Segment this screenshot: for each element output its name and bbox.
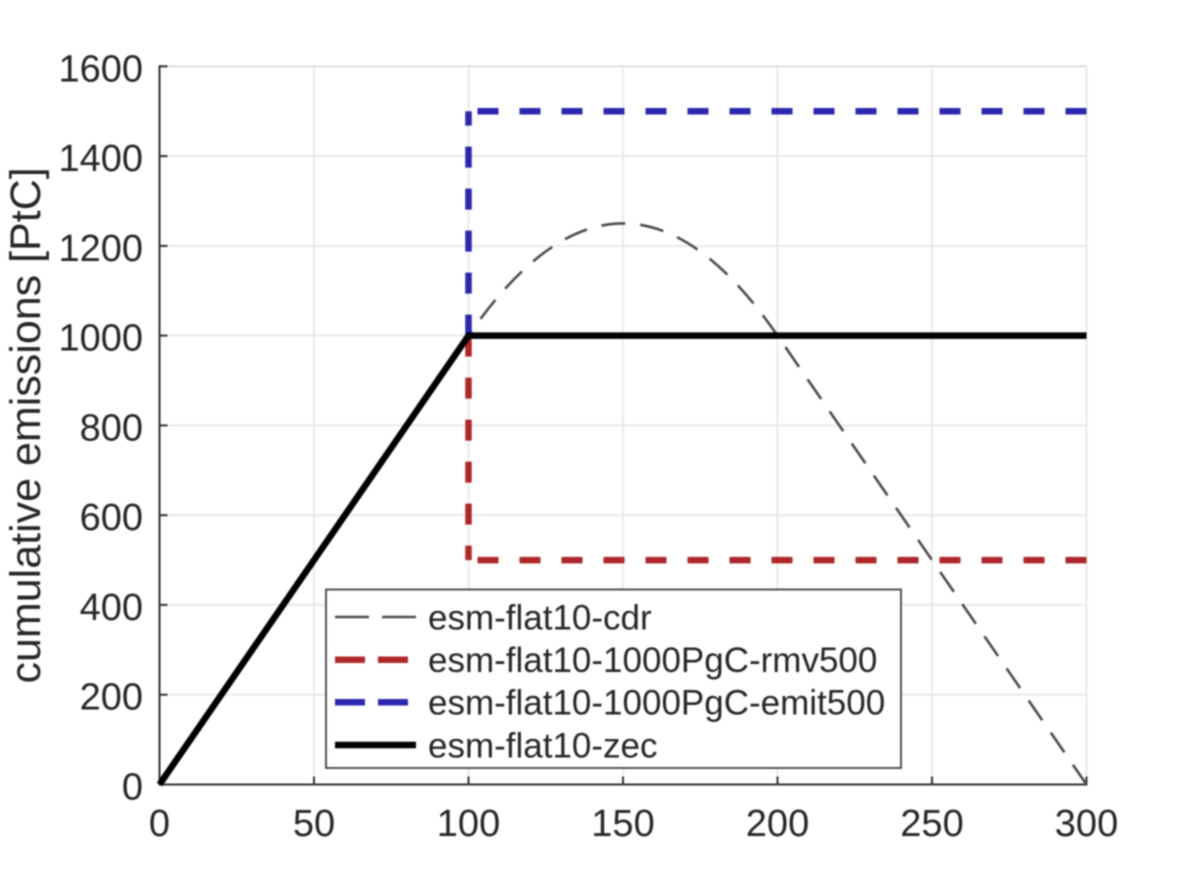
- svg-text:150: 150: [591, 803, 654, 845]
- svg-text:800: 800: [80, 407, 143, 449]
- svg-text:esm-flat10-1000PgC-rmv500: esm-flat10-1000PgC-rmv500: [428, 641, 877, 680]
- svg-text:1400: 1400: [58, 138, 143, 180]
- svg-text:1600: 1600: [58, 48, 143, 90]
- svg-text:esm-flat10-zec: esm-flat10-zec: [428, 726, 658, 765]
- svg-text:0: 0: [122, 767, 143, 809]
- svg-text:100: 100: [437, 803, 500, 845]
- svg-text:400: 400: [80, 587, 143, 629]
- svg-text:1000: 1000: [58, 318, 143, 360]
- svg-text:esm-flat10-cdr: esm-flat10-cdr: [428, 598, 652, 637]
- svg-text:250: 250: [900, 803, 963, 845]
- svg-text:1200: 1200: [58, 228, 143, 270]
- svg-text:50: 50: [293, 803, 335, 845]
- svg-text:200: 200: [80, 677, 143, 719]
- svg-text:200: 200: [746, 803, 809, 845]
- svg-text:cumulative emissions [PtC]: cumulative emissions [PtC]: [2, 167, 50, 683]
- svg-text:esm-flat10-1000PgC-emit500: esm-flat10-1000PgC-emit500: [428, 684, 885, 723]
- svg-text:600: 600: [80, 497, 143, 539]
- svg-text:0: 0: [149, 803, 170, 845]
- svg-text:300: 300: [1055, 803, 1118, 845]
